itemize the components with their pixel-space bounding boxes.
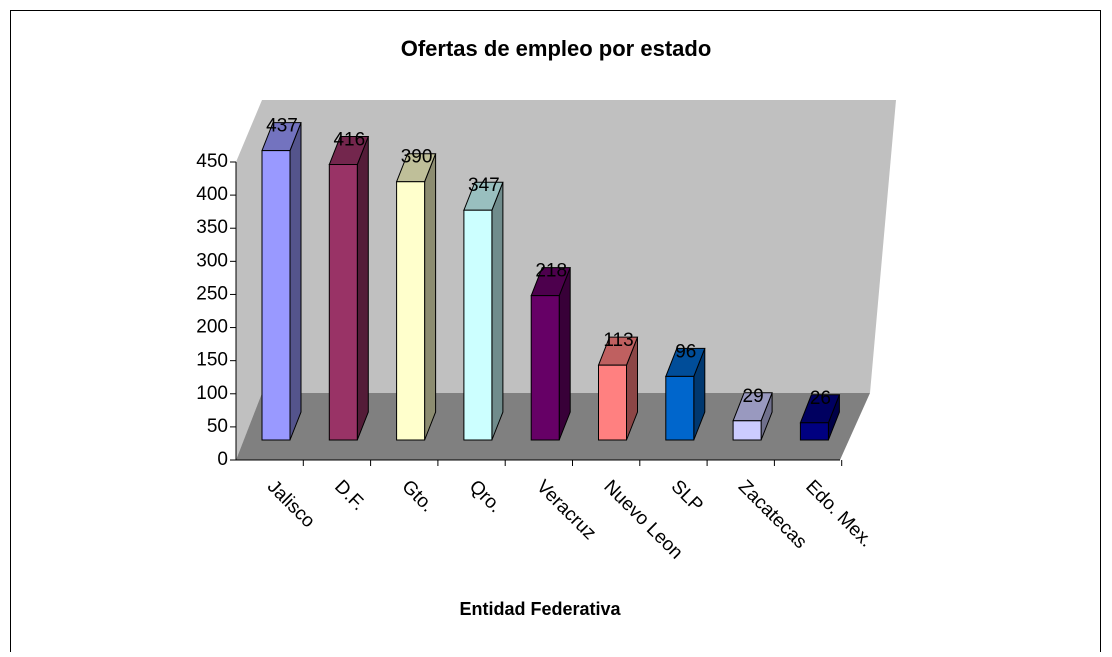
bar — [799, 422, 829, 441]
data-label: 29 — [743, 386, 764, 407]
bar — [598, 364, 627, 441]
y-tick-label: 450 — [196, 151, 228, 172]
bar-side — [491, 182, 504, 441]
y-tick-label: 400 — [196, 184, 228, 205]
bar-side — [289, 122, 302, 441]
y-tick-label: 0 — [217, 449, 228, 470]
bar — [328, 164, 358, 441]
data-label: 26 — [810, 388, 831, 409]
y-tick-label: 300 — [196, 250, 228, 271]
bar-side — [356, 136, 369, 441]
bar — [396, 181, 426, 441]
data-label: 437 — [266, 116, 298, 137]
bar — [665, 375, 695, 441]
y-tick-label: 350 — [196, 217, 228, 238]
bar — [261, 150, 291, 441]
bar — [732, 420, 762, 441]
y-tick-label: 150 — [196, 350, 228, 371]
data-label: 218 — [535, 261, 567, 282]
x-axis-title: Entidad Federativa — [459, 599, 621, 619]
bar-side — [424, 153, 437, 441]
bar — [530, 295, 560, 441]
y-tick-label: 100 — [196, 383, 228, 404]
chart-title: Ofertas de empleo por estado — [401, 36, 712, 61]
bar-side — [558, 267, 571, 441]
y-tick-label: 250 — [196, 283, 228, 304]
bar — [463, 209, 493, 441]
data-label: 113 — [603, 330, 633, 351]
data-label: 390 — [401, 147, 433, 168]
y-tick-label: 200 — [196, 317, 228, 338]
data-label: 96 — [675, 341, 696, 362]
data-label: 347 — [468, 175, 500, 196]
y-tick-label: 50 — [207, 416, 228, 437]
data-label: 416 — [333, 130, 365, 151]
